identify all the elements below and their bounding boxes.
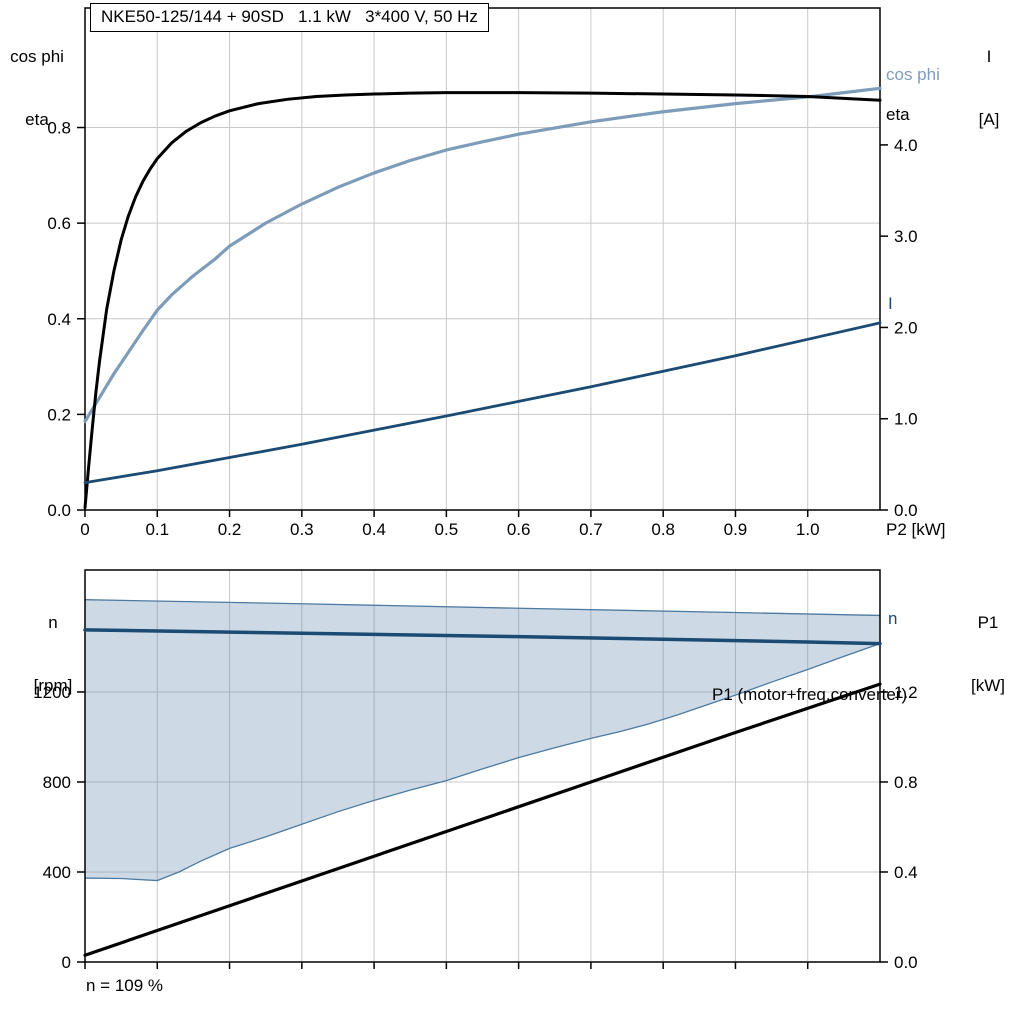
x-tick-label: 0.8 [651, 520, 675, 539]
speed-range-band-edge [84, 642, 881, 882]
speed-range-band [85, 599, 880, 881]
x-tick-label: 0.3 [290, 520, 314, 539]
left-tick-label: 0 [62, 953, 71, 972]
curve-label-p1: P1 (motor+freq.converter) [712, 685, 908, 704]
right-tick-label: 4.0 [894, 136, 918, 155]
bottom-right-axis-label: P1 [kW] [960, 570, 1016, 738]
x-tick-label: 0.9 [724, 520, 748, 539]
right-tick-label: 0.8 [894, 773, 918, 792]
plot-border [84, 569, 881, 963]
left-tick-label: 0.8 [47, 119, 71, 138]
axis-label-speed: n [48, 613, 58, 632]
plot-border [84, 7, 881, 511]
bottom-left-axis-label: n [rpm] [26, 570, 80, 738]
axis-label-cos-phi: cos phi [10, 47, 64, 66]
chart-title: NKE50-125/144 + 90SD 1.1 kW 3*400 V, 50 … [90, 3, 489, 32]
x-tick-label: 0.2 [218, 520, 242, 539]
right-tick-label: 2.0 [894, 318, 918, 337]
speed-annotation: n = 109 % [86, 976, 164, 995]
right-tick-label: 0.0 [894, 501, 918, 520]
right-tick-label: 0.0 [894, 953, 918, 972]
axis-label-rpm-unit: [rpm] [33, 676, 73, 695]
left-tick-label: 0.0 [47, 501, 71, 520]
curve-label-eta: eta [886, 105, 910, 124]
x-tick-label: 0.1 [145, 520, 169, 539]
speed-range-band-edge [84, 599, 881, 617]
curve-label-current: I [888, 294, 893, 313]
x-tick-label: 0.7 [579, 520, 603, 539]
right-tick-label: 1.2 [894, 683, 918, 702]
left-tick-label: 0.2 [47, 405, 71, 424]
series-cos phi [83, 86, 882, 424]
x-tick-label: 1.0 [796, 520, 820, 539]
left-tick-label: 800 [43, 773, 71, 792]
x-axis-label: P2 [kW] [886, 520, 946, 539]
x-tick-label: 0.6 [507, 520, 531, 539]
series-P1 [83, 682, 882, 957]
right-tick-label: 3.0 [894, 227, 918, 246]
left-tick-label: 0.6 [47, 214, 71, 233]
left-tick-label: 1200 [33, 683, 71, 702]
chart-1: 0 400 800 1200 0.0 0.4 0.8 1.2 [33, 569, 918, 972]
x-tick-label: 0.5 [435, 520, 459, 539]
series-n [83, 628, 882, 646]
series-eta [83, 91, 882, 510]
x-tick-label: 0 [80, 520, 89, 539]
axis-label-p1: P1 [977, 613, 999, 632]
curve-label-cos-phi: cos phi [886, 65, 940, 84]
left-tick-label: 400 [43, 863, 71, 882]
right-tick-label: 1.0 [894, 410, 918, 429]
chart-0: 0.0 0.2 0.4 0.6 0.8 0.0 1.0 2.0 3.0 4.0 0 0.1 0.2 0.3… [47, 7, 918, 539]
axis-label-ampere-unit: [A] [978, 110, 1000, 129]
x-tick-label: 0.4 [362, 520, 386, 539]
left-tick-label: 0.4 [47, 310, 71, 329]
top-right-axis-label: I [A] [962, 4, 1016, 172]
right-tick-label: 0.4 [894, 863, 918, 882]
top-left-axis-label: cos phi eta [5, 4, 69, 172]
series-I [83, 321, 882, 485]
curve-label-speed: n [888, 609, 898, 628]
axis-label-kw-unit: [kW] [971, 676, 1005, 695]
axis-label-current: I [986, 47, 992, 66]
axis-label-eta: eta [25, 110, 49, 129]
